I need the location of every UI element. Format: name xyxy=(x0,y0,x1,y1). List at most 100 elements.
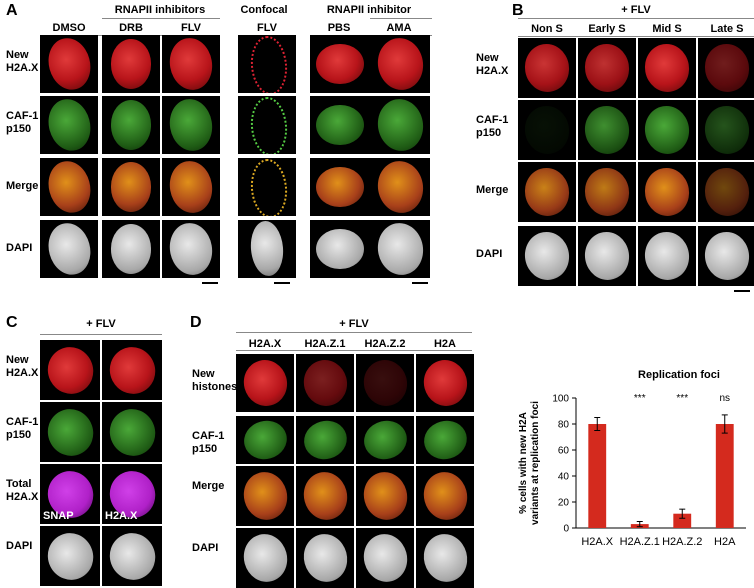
row-label-b-1: CAF-1 p150 xyxy=(476,114,509,139)
image-a-1-3 xyxy=(238,96,296,154)
col-label-d-2: H2A.Z.2 xyxy=(364,338,406,350)
col-label-a-5: AMA xyxy=(386,22,412,34)
col-label-a-2: FLV xyxy=(181,22,201,34)
nucleus xyxy=(110,39,152,89)
image-a-2-5 xyxy=(370,158,430,216)
image-c-3-1 xyxy=(102,526,162,586)
row-label-d-3: DAPI xyxy=(192,542,219,554)
header-rule xyxy=(236,332,472,333)
image-b-0-2 xyxy=(638,38,696,98)
x-tick-label: H2A.X xyxy=(581,536,613,548)
image-a-0-4 xyxy=(310,35,370,93)
image-d-2-3 xyxy=(416,466,474,526)
header-d-flv: + FLV xyxy=(339,318,369,330)
header-rule xyxy=(102,18,220,19)
image-b-3-3 xyxy=(698,226,754,286)
row-label-c-0: New H2A.X xyxy=(6,354,39,379)
x-tick-label: H2A.Z.1 xyxy=(620,536,660,548)
col-label-d-1: H2A.Z.1 xyxy=(304,338,346,350)
image-b-0-1 xyxy=(578,38,636,98)
image-c-1-1 xyxy=(102,402,162,462)
image-a-2-3 xyxy=(238,158,296,216)
row-label-d-2: Merge xyxy=(192,480,225,492)
col-label-b-3: Late S xyxy=(710,23,744,35)
scale-bar xyxy=(142,584,158,586)
image-b-3-2 xyxy=(638,226,696,286)
header-b-flv: + FLV xyxy=(621,4,651,16)
image-c-0-1 xyxy=(102,340,162,400)
image-a-3-2 xyxy=(162,220,220,278)
panel-letter-a: A xyxy=(6,2,18,19)
nucleus xyxy=(316,166,364,208)
header-rule xyxy=(518,36,754,37)
col-label-a-0: DMSO xyxy=(52,22,86,34)
image-a-2-1 xyxy=(102,158,160,216)
image-d-0-2 xyxy=(356,354,414,412)
header-rule xyxy=(370,18,432,19)
header-rnapii-inhibitor: RNAPII inhibitor xyxy=(326,4,412,16)
image-b-0-0 xyxy=(518,38,576,98)
header-c-flv: + FLV xyxy=(86,318,116,330)
col-label-b-2: Mid S xyxy=(652,23,682,35)
image-a-3-4 xyxy=(310,220,370,278)
y-tick-label: 20 xyxy=(558,498,570,509)
header-rule xyxy=(518,18,754,19)
image-c-2-1 xyxy=(102,464,162,524)
bar xyxy=(588,424,607,528)
image-a-0-1 xyxy=(102,35,160,93)
nucleus xyxy=(110,100,152,150)
col-label-a-3: FLV xyxy=(257,22,277,34)
row-label-a-1: CAF-1 p150 xyxy=(6,110,39,135)
panel-letter-d: D xyxy=(190,314,202,331)
image-a-2-2 xyxy=(162,158,220,216)
row-label-b-2: Merge xyxy=(476,184,509,196)
overlay-h2ax: H2A.X xyxy=(105,510,138,522)
header-rule xyxy=(236,350,472,351)
col-label-a-4: PBS xyxy=(327,22,351,34)
header-confocal: Confocal xyxy=(240,4,288,16)
scale-bar xyxy=(274,282,290,284)
scale-bar xyxy=(202,282,218,284)
y-tick-label: 0 xyxy=(563,524,569,535)
chart-title: Replication foci xyxy=(638,369,720,381)
row-label-b-0: New H2A.X xyxy=(476,52,509,77)
image-a-3-1 xyxy=(102,220,160,278)
image-b-1-2 xyxy=(638,100,696,160)
image-a-1-1 xyxy=(102,96,160,154)
scale-bar xyxy=(734,290,750,292)
image-d-3-2 xyxy=(356,528,414,588)
image-a-0-3 xyxy=(238,35,296,93)
image-c-3-0 xyxy=(40,526,100,586)
y-tick-label: 80 xyxy=(558,420,570,431)
image-a-0-2 xyxy=(162,35,220,93)
image-d-0-0 xyxy=(236,354,294,412)
image-a-2-0 xyxy=(40,158,98,216)
image-d-3-0 xyxy=(236,528,294,588)
image-c-2-0 xyxy=(40,464,100,524)
image-a-1-5 xyxy=(370,96,430,154)
image-d-1-1 xyxy=(296,416,354,464)
image-d-0-1 xyxy=(296,354,354,412)
col-label-d-3: H2A xyxy=(433,338,456,350)
bar xyxy=(715,424,734,528)
image-d-1-3 xyxy=(416,416,474,464)
nucleus xyxy=(110,162,152,212)
header-rule xyxy=(40,334,162,335)
row-label-b-3: DAPI xyxy=(476,248,503,260)
x-tick-label: H2A.Z.2 xyxy=(662,536,702,548)
image-c-1-0 xyxy=(40,402,100,462)
nucleus xyxy=(316,104,364,146)
col-label-d-0: H2A.X xyxy=(248,338,282,350)
x-tick-label: H2A xyxy=(714,536,736,548)
image-a-1-2 xyxy=(162,96,220,154)
bar xyxy=(673,513,692,528)
row-label-c-3: DAPI xyxy=(6,540,33,552)
image-a-0-0 xyxy=(40,35,98,93)
y-tick-label: 60 xyxy=(558,446,570,457)
y-tick-label: 100 xyxy=(552,394,569,405)
panel-letter-b: B xyxy=(512,2,524,19)
col-label-a-1: DRB xyxy=(119,22,143,34)
row-label-c-2: Total H2A.X xyxy=(6,478,39,503)
image-b-1-3 xyxy=(698,100,754,160)
